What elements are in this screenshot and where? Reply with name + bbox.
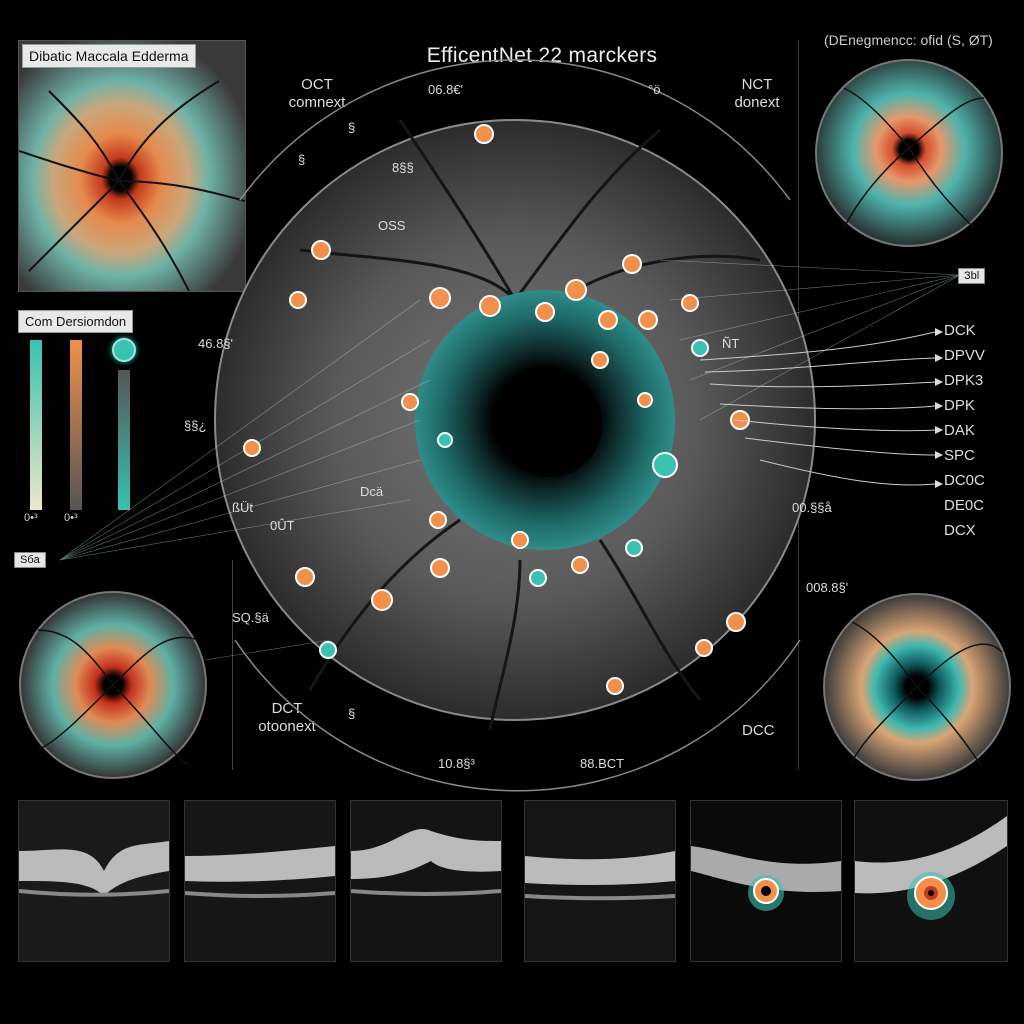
oct-scan-3	[350, 800, 502, 962]
readout-right-lower: 008.8§'	[806, 580, 849, 595]
biomarker-dots	[243, 124, 750, 695]
colorbar-teal	[30, 340, 42, 510]
context-label-top-right-line1: NCT	[741, 76, 773, 93]
color-legend-label: Com Dersiomdon	[18, 310, 134, 333]
colorbar-label-1: 0•³	[24, 512, 38, 524]
oct-scan-4	[524, 800, 676, 962]
colorbar-label-2: 0•³	[64, 512, 78, 524]
glyph-top-left: §	[348, 120, 356, 135]
legend-item: DAK	[944, 422, 975, 439]
readout-bottom-center-right: 88.BCT	[580, 756, 625, 771]
oct-scan-image	[855, 801, 1007, 961]
fundus-circle-image-br	[823, 593, 1011, 781]
readout-top-center-right: °ö	[648, 82, 661, 97]
outer-arc-top	[239, 59, 791, 201]
oct-scan-5	[690, 800, 842, 962]
readout-ring-top: 8§§	[392, 160, 414, 175]
fovea	[498, 373, 602, 477]
readout-bottom-center-left: 10.8§³	[438, 756, 475, 771]
guide-line-left	[232, 560, 233, 770]
legend-item: DCK	[944, 322, 976, 339]
bottom-left-fundus-circle	[18, 590, 208, 780]
oct-scan-image	[525, 801, 675, 961]
readout-ring-left: OSS	[378, 218, 406, 233]
readout-bottom-left: SQ.§ä	[232, 610, 269, 625]
context-label-bottom-right: DCC	[742, 722, 775, 739]
context-label-top-right: NCT donext	[712, 76, 802, 112]
oct-scan-image	[691, 801, 841, 961]
top-left-fundus-panel	[18, 40, 246, 292]
central-eye-diagram	[59, 59, 961, 792]
glyph-small: §	[348, 706, 356, 721]
readout-right-mid: 00.§§å	[792, 500, 832, 515]
context-label-top-right-line2: donext	[734, 94, 780, 111]
legend-pointer-lines	[699, 331, 936, 486]
readout-left-lower: 0ÛT	[270, 518, 295, 533]
legend-item: DPK	[944, 397, 975, 414]
context-label-bottom-left: DCT otoonext	[242, 700, 332, 736]
readout-left-upper: 46.8§'	[198, 336, 234, 351]
context-label-top-left-line2: comnext	[288, 94, 346, 111]
bottom-right-fundus-circle	[822, 592, 1012, 782]
readout-center-small: Dcä	[360, 484, 384, 499]
context-label-bottom-left-line1: DCT	[271, 700, 303, 717]
colorbar-teal-gray	[118, 370, 130, 510]
left-tag: Sбa	[14, 552, 46, 568]
readout-center-left: ßÜt	[232, 500, 253, 515]
oct-scan-image	[19, 801, 169, 961]
colorbar-marker	[112, 338, 136, 362]
right-tag: Зbl	[958, 268, 986, 284]
glyph-left: §	[298, 152, 306, 167]
legend-item: SPC	[944, 447, 975, 464]
top-right-fundus-circle	[814, 58, 1004, 248]
outer-arc-bottom	[234, 639, 801, 792]
biomarker-legend: DCK DPVV DPK3 DPK DAK SPC DC0C DE0C DCX	[944, 322, 1022, 547]
oct-scan-1	[18, 800, 170, 962]
context-label-top-left: OCT comnext	[272, 76, 362, 112]
projection-rays	[59, 259, 961, 661]
legend-item: DPK3	[944, 372, 984, 389]
top-left-panel-label: Dibatic Maccala Edderma	[22, 44, 196, 68]
readout-left-mid: §§¿	[184, 418, 207, 433]
oct-scan-2	[184, 800, 336, 962]
fundus-circle-image-tr	[815, 59, 1003, 247]
top-right-note: (DEnegmencc: ofid (S, ØT)	[824, 32, 993, 48]
readout-top-center: 06.8€'	[428, 82, 464, 97]
legend-item: DC0C	[944, 472, 985, 489]
oct-scan-image	[185, 801, 335, 961]
context-label-top-left-line1: OCT	[301, 76, 333, 93]
colorbar-orange	[70, 340, 82, 510]
legend-item: DPVV	[944, 347, 985, 364]
oct-scan-image	[351, 801, 501, 961]
oct-scan-6	[854, 800, 1008, 962]
fundus-circle-image-bl	[19, 591, 207, 779]
context-label-bottom-left-line2: otoonext	[258, 718, 316, 735]
fundus-heatmap-image	[19, 41, 245, 291]
readout-nct-label: ÑT	[722, 336, 740, 351]
legend-item: DCX	[944, 522, 976, 539]
legend-arrowheads	[935, 328, 943, 488]
legend-item: DE0C	[944, 497, 985, 514]
